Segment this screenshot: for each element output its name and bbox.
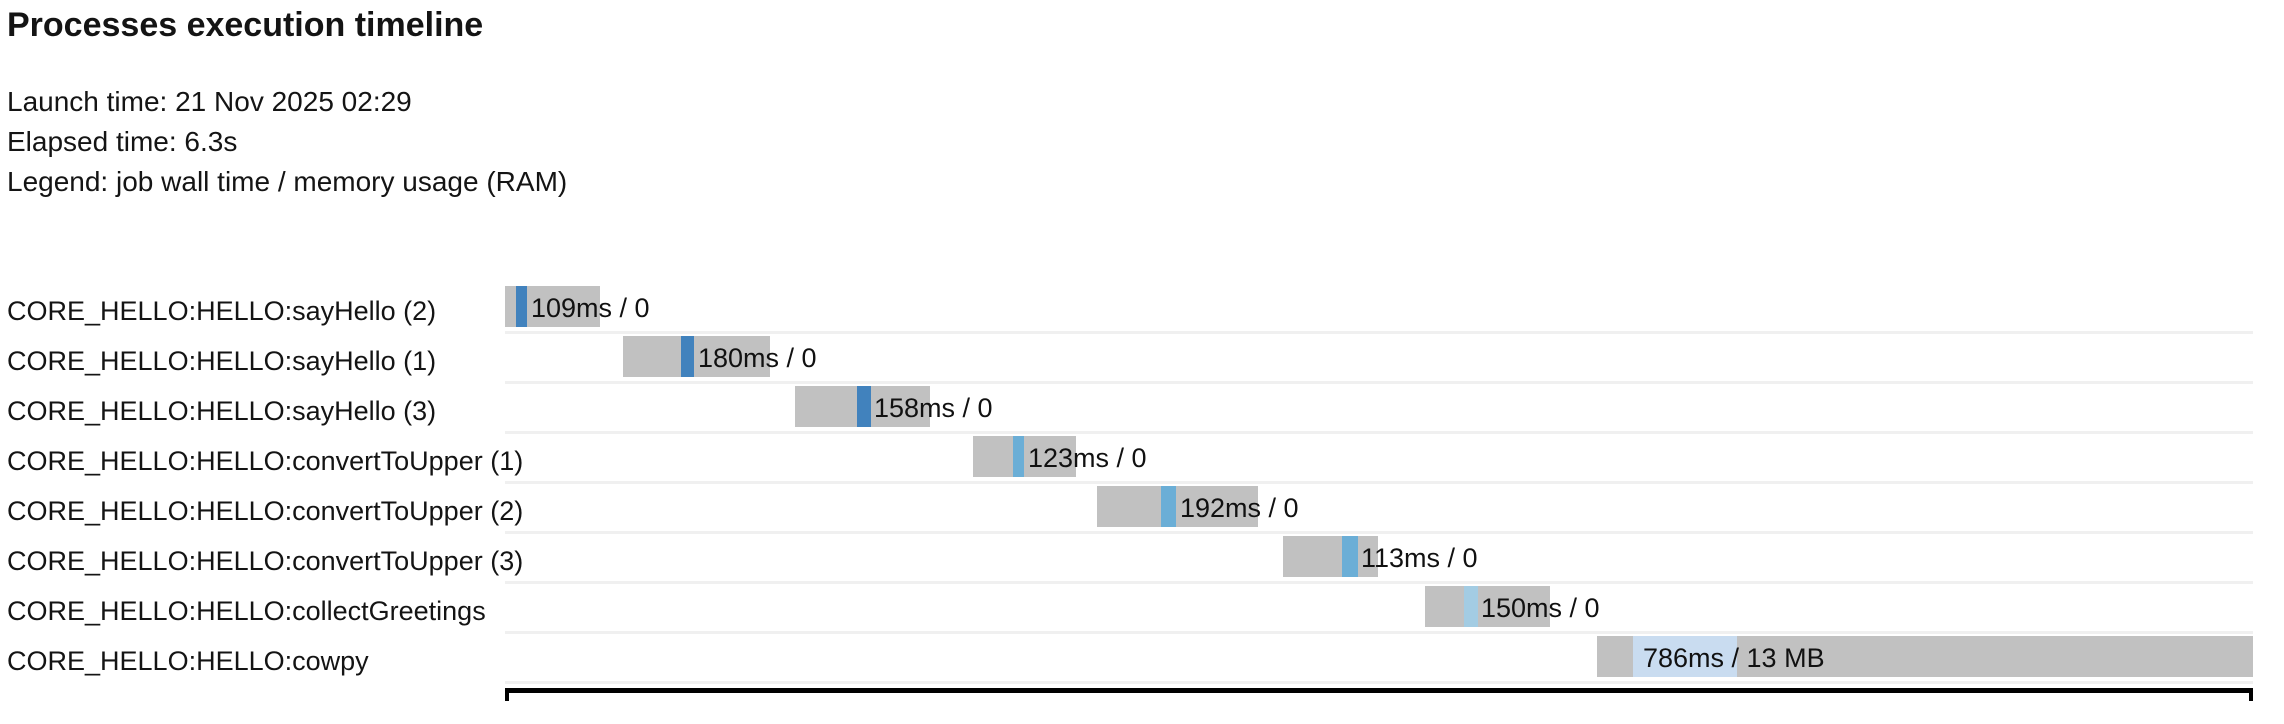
task-annotation: 158ms / 0 [874, 393, 993, 423]
task-wait-segment [795, 386, 857, 427]
legend-label: Legend: [7, 166, 109, 197]
task-run-segment [1342, 536, 1358, 577]
process-label: CORE_HELLO:HELLO:sayHello (1) [7, 346, 437, 376]
task-wait-segment [973, 436, 1013, 477]
row-separator [505, 581, 2253, 584]
elapsed-time-label: Elapsed time: [7, 126, 177, 157]
legend-value: job wall time / memory usage (RAM) [116, 166, 568, 197]
task-run-segment [857, 386, 871, 427]
launch-time-value: 21 Nov 2025 02:29 [175, 86, 412, 117]
task-wait-segment [527, 286, 600, 327]
launch-time-line: Launch time: 21 Nov 2025 02:29 [7, 82, 567, 122]
task-wait-segment [623, 336, 681, 377]
task-run-segment [1161, 486, 1176, 527]
timeline-row: CORE_HELLO:HELLO:sayHello (1) 180ms / 0 [0, 336, 2284, 386]
timeline-row: CORE_HELLO:HELLO:convertToUpper (3) 113ms… [0, 536, 2284, 586]
process-label: CORE_HELLO:HELLO:sayHello (3) [7, 396, 437, 426]
task-run-segment [681, 336, 694, 377]
timeline-row: CORE_HELLO:HELLO:convertToUpper (1) 123ms… [0, 436, 2284, 486]
process-label: CORE_HELLO:HELLO:sayHello (2) [7, 296, 437, 326]
elapsed-time-line: Elapsed time: 6.3s [7, 122, 567, 162]
task-wait-segment [1425, 586, 1464, 627]
process-label: CORE_HELLO:HELLO:convertToUpper (3) [7, 546, 524, 576]
timeline-row: CORE_HELLO:HELLO:collectGreetings 150ms /… [0, 586, 2284, 636]
task-wait-segment [1176, 486, 1258, 527]
row-separator [505, 681, 2253, 684]
task-annotation: 192ms / 0 [1180, 493, 1299, 523]
timeline-row: CORE_HELLO:HELLO:cowpy 786ms / 13 MB [0, 636, 2284, 686]
launch-time-label: Launch time: [7, 86, 168, 117]
task-run-segment [1013, 436, 1024, 477]
task-annotation: 786ms / 13 MB [1643, 643, 1825, 673]
timeline-row: CORE_HELLO:HELLO:sayHello (2) 109ms / 0 [0, 286, 2284, 336]
process-label: CORE_HELLO:HELLO:collectGreetings [7, 596, 486, 626]
process-label: CORE_HELLO:HELLO:convertToUpper (1) [7, 446, 524, 476]
task-annotation: 113ms / 0 [1361, 543, 1478, 573]
task-wait-segment [1358, 536, 1378, 577]
process-label: CORE_HELLO:HELLO:convertToUpper (2) [7, 496, 524, 526]
task-wait-segment [1597, 636, 1633, 677]
timeline-row: CORE_HELLO:HELLO:sayHello (3) 158ms / 0 [0, 386, 2284, 436]
task-wait-segment [871, 386, 930, 427]
report-meta: Launch time: 21 Nov 2025 02:29 Elapsed t… [7, 82, 567, 202]
task-run-segment [1633, 636, 1737, 677]
task-annotation: 123ms / 0 [1028, 443, 1147, 473]
task-wait-segment [1478, 586, 1550, 627]
process-label: CORE_HELLO:HELLO:cowpy [7, 646, 369, 676]
row-separator [505, 481, 2253, 484]
task-annotation: 180ms / 0 [698, 343, 817, 373]
timeline-row: CORE_HELLO:HELLO:convertToUpper (2) 192ms… [0, 486, 2284, 536]
legend-line: Legend: job wall time / memory usage (RA… [7, 162, 567, 202]
axis-right-tick [2249, 688, 2253, 701]
task-wait-segment [1737, 636, 2253, 677]
task-run-segment [516, 286, 527, 327]
task-annotation: 109ms / 0 [531, 293, 650, 323]
task-wait-segment [1097, 486, 1161, 527]
task-annotation: 150ms / 0 [1481, 593, 1600, 623]
task-run-segment [1464, 586, 1478, 627]
task-wait-segment [694, 336, 770, 377]
row-separator [505, 381, 2253, 384]
row-separator [505, 431, 2253, 434]
row-separator [505, 631, 2253, 634]
task-wait-segment [1024, 436, 1076, 477]
task-wait-segment [1283, 536, 1342, 577]
task-wait-segment [505, 286, 516, 327]
axis-domain-line [505, 688, 2253, 693]
page-title: Processes execution timeline [7, 6, 484, 44]
row-separator [505, 331, 2253, 334]
axis-left-tick [505, 688, 509, 701]
elapsed-time-value: 6.3s [184, 126, 238, 157]
row-separator [505, 531, 2253, 534]
